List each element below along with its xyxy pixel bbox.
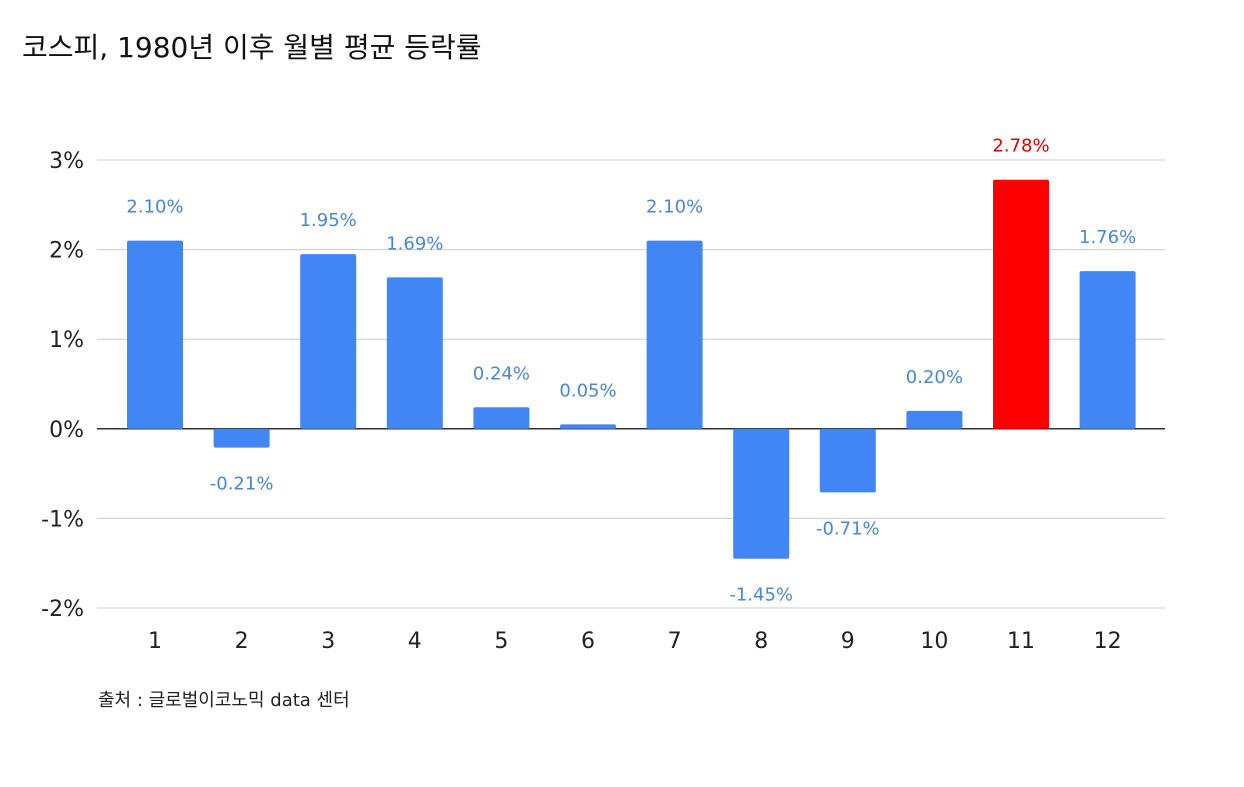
x-tick-label: 9	[841, 629, 855, 654]
x-tick-label: 7	[668, 629, 682, 654]
data-label: 0.20%	[906, 367, 963, 388]
data-labels: 2.10% -0.21% 1.95% 1.69% 0.24% 0.05% 2.10% -1.4…	[126, 136, 1136, 606]
x-tick-label: 2	[235, 629, 249, 654]
y-tick-label: 0%	[49, 418, 84, 443]
bar-month-2	[213, 428, 270, 448]
x-tick-label: 8	[754, 629, 768, 654]
data-label: 1.95%	[300, 210, 357, 231]
x-tick-label: 6	[581, 629, 595, 654]
bar-month-11	[993, 179, 1049, 429]
data-label: 2.10%	[646, 197, 703, 218]
bar-month-9	[819, 428, 876, 493]
bars	[127, 179, 1136, 559]
y-tick-label: 2%	[49, 239, 84, 264]
data-label: -0.71%	[816, 518, 880, 539]
x-tick-label: 3	[321, 629, 335, 654]
x-tick-label: 1	[148, 629, 162, 654]
data-label: 0.05%	[559, 380, 616, 401]
bar-month-6	[560, 424, 616, 429]
data-label: 2.78%	[992, 136, 1049, 157]
data-label: 1.69%	[386, 233, 443, 254]
axis-labels: 3%2%1%0%-1%-2%1 2 3 4 5 6 7 8 9 10 11 12	[41, 149, 1121, 654]
y-tick-label: 1%	[49, 328, 84, 353]
source-note: 출처 : 글로벌이코노믹 data 센터	[98, 690, 350, 711]
data-label: -0.21%	[210, 474, 274, 495]
bar-month-4	[386, 277, 443, 429]
y-tick-label: -2%	[41, 597, 84, 622]
x-tick-label: 10	[920, 629, 948, 654]
y-tick-label: -1%	[41, 507, 84, 532]
x-tick-label: 12	[1094, 629, 1122, 654]
x-tick-label: 4	[408, 629, 422, 654]
data-label: -1.45%	[729, 585, 793, 606]
data-label: 0.24%	[473, 363, 530, 384]
x-tick-label: 11	[1007, 629, 1035, 654]
data-label: 2.10%	[126, 197, 183, 218]
x-tick-label: 5	[494, 629, 508, 654]
chart-title: 코스피, 1980년 이후 월별 평균 등락률	[22, 31, 482, 64]
bar-month-3	[300, 254, 357, 429]
bar-month-10	[906, 410, 963, 429]
bar-month-8	[733, 428, 790, 559]
bar-month-1	[127, 240, 183, 429]
bar-month-7	[646, 240, 703, 429]
bar-month-5	[473, 407, 530, 429]
y-tick-label: 3%	[49, 149, 84, 174]
gridlines	[97, 159, 1165, 609]
bar-month-12	[1079, 271, 1136, 429]
data-label: 1.76%	[1079, 227, 1136, 248]
